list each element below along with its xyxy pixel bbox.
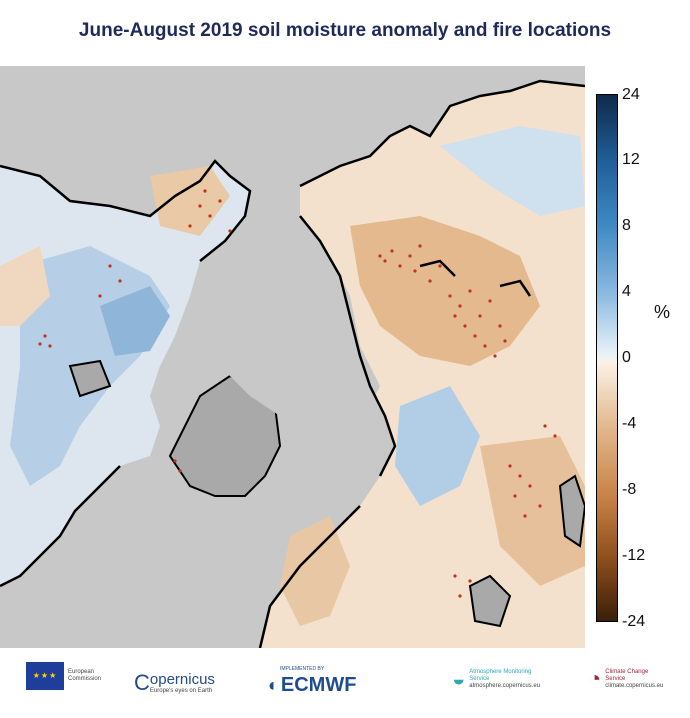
- c3s-url: climate.copernicus.eu: [605, 682, 664, 689]
- cams-text: Atmosphere Monitoring Service: [469, 668, 532, 682]
- atmosphere-monitoring-logo: ◒ Atmosphere Monitoring Service atmosphe…: [452, 666, 549, 692]
- ecmwf-logo: IMPLEMENTED BY ◐ ECMWF: [268, 666, 357, 697]
- eu-flag-icon: ★★★: [26, 662, 64, 690]
- copernicus-tagline: Europe's eyes on Earth: [149, 688, 213, 694]
- coastlines: [0, 79, 585, 648]
- colorbar-tick: 8: [622, 217, 631, 234]
- fire-locations: [38, 189, 557, 598]
- ecmwf-wave-icon: ◐: [268, 675, 279, 695]
- na-wet-core: [100, 286, 170, 356]
- cams-icon: ◒: [452, 666, 466, 691]
- copernicus-c-icon: C: [134, 670, 150, 695]
- climate-change-logo: ◔ Climate Change Service climate.coperni…: [588, 666, 665, 692]
- na-dry-north: [150, 166, 230, 236]
- logo-bar: ★★★ European Commission C opernicus Euro…: [0, 650, 690, 718]
- scandinavia-dry: [280, 516, 350, 626]
- colorbar: [596, 94, 618, 622]
- colorbar-unit: %: [654, 302, 671, 322]
- hudson-bay: [68, 359, 112, 398]
- arctic-ocean: [200, 226, 380, 446]
- na-dry-west: [0, 246, 50, 326]
- c3s-icon: ◔: [588, 666, 602, 691]
- european-commission-logo: ★★★ European Commission: [26, 662, 108, 690]
- copernicus-text: opernicus: [149, 671, 215, 688]
- lake: [558, 474, 585, 548]
- siberia-wet-north: [440, 126, 585, 216]
- greenland: [168, 374, 282, 497]
- copernicus-logo: C opernicus Europe's eyes on Earth: [134, 670, 215, 696]
- ecmwf-text: ECMWF: [280, 674, 357, 696]
- siberia-dry-region: [350, 216, 540, 366]
- cams-url: atmosphere.copernicus.eu: [469, 682, 541, 689]
- colorbar-tick: 4: [622, 283, 631, 300]
- colorbar-tick: -4: [622, 415, 637, 432]
- c3s-text: Climate Change Service: [605, 668, 649, 682]
- europe-wet-region: [395, 386, 480, 506]
- black-sea: [468, 574, 512, 628]
- colorbar-tick: 12: [622, 151, 640, 168]
- colorbar-tick: -8: [622, 481, 637, 498]
- colorbar-tick: 0: [622, 349, 631, 366]
- asia-dry-region: [480, 436, 585, 586]
- colorbar-tick: -24: [622, 613, 646, 630]
- eu-logo-text: European Commission: [68, 669, 102, 682]
- map-title: June-August 2019 soil moisture anomaly a…: [78, 20, 612, 41]
- ecmwf-tagline: IMPLEMENTED BY: [280, 666, 325, 672]
- colorbar-tick: -12: [622, 547, 646, 564]
- colorbar-tick: 24: [622, 86, 640, 103]
- soil-moisture-map: [0, 66, 585, 648]
